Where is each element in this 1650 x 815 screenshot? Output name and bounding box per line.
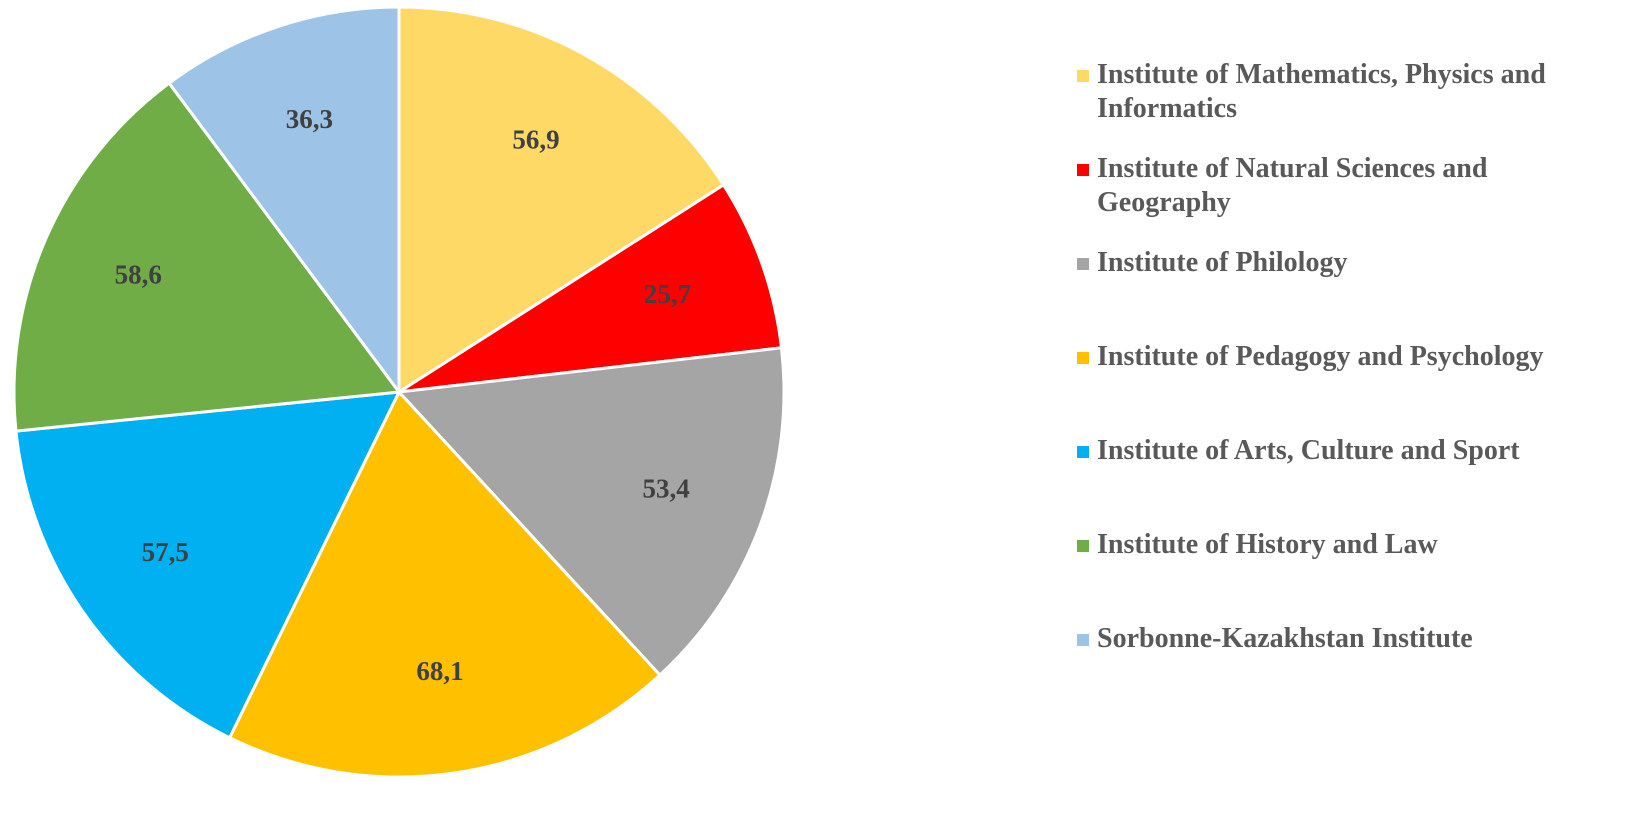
legend-item: Institute of Natural Sciences and Geogra… [1077,152,1557,220]
legend-item: Institute of Mathematics, Physics and In… [1077,58,1557,126]
legend-label: Institute of Natural Sciences and Geogra… [1097,153,1488,218]
data-label: 57,5 [142,537,189,567]
data-label: 53,4 [642,473,689,503]
pie-slice [12,81,402,433]
legend-swatch [1077,352,1089,364]
pie-slice [227,389,663,779]
legend-item: Institute of Pedagogy and Psychology [1077,340,1557,374]
data-label: 36,3 [286,104,333,134]
legend-label: Institute of Pedagogy and Psychology [1097,341,1544,372]
legend-label: Institute of History and Law [1097,529,1438,560]
legend-swatch [1077,446,1089,458]
legend-swatch [1077,258,1089,270]
pie-slice [167,5,401,397]
chart: 56,9 25,7 53,4 68,1 57,5 58,6 36,3 [12,5,786,779]
pie-slice [14,390,402,740]
legend-swatch [1077,540,1089,552]
legend-swatch [1077,70,1089,82]
legend-swatch [1077,164,1089,176]
legend-swatch [1077,634,1089,646]
pie-slice [397,5,726,395]
legend-item: Institute of History and Law [1077,528,1557,562]
legend-item: Institute of Arts, Culture and Sport [1077,434,1557,468]
data-label: 68,1 [416,656,463,686]
legend-label: Institute of Philology [1097,247,1348,278]
pie-slice [398,182,784,394]
legend-label: Sorbonne-Kazakhstan Institute [1097,623,1473,654]
pie-slice [395,346,786,678]
data-label: 56,9 [512,124,559,154]
legend-label: Institute of Arts, Culture and Sport [1097,435,1520,466]
legend-label: Institute of Mathematics, Physics and In… [1097,59,1546,124]
data-label: 58,6 [115,259,162,289]
data-label: 25,7 [644,279,691,309]
legend-item: Institute of Philology [1077,246,1557,280]
legend-item: Sorbonne-Kazakhstan Institute [1077,622,1557,656]
